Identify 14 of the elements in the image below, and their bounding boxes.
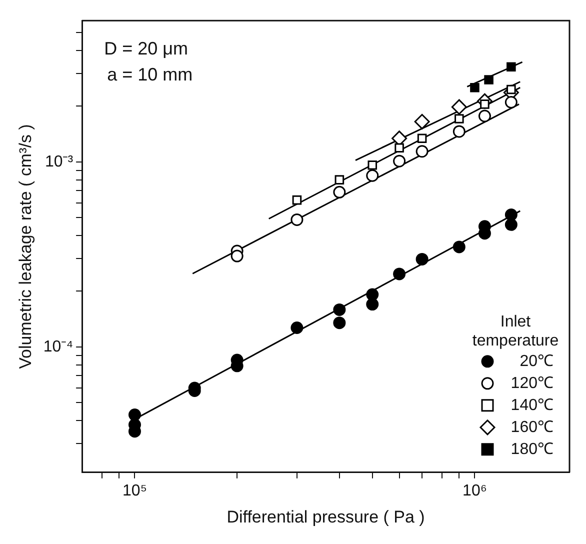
legend-title: Inlet temperature [472,313,559,350]
x-axis-title: Differential pressure ( Pa ) [226,507,425,526]
annotation: D = 20 μm [104,38,188,59]
y-tick-label: 10⁻³ [44,153,74,170]
legend-label: 140℃ [510,396,554,414]
legend-label: 20℃ [520,352,554,370]
annotation: a = 10 mm [107,64,193,85]
y-tick-label: 10⁻⁴ [43,338,74,356]
legend-label: 120℃ [510,374,554,392]
y-axis-title: Volumetric leakage rate ( cm³/s ) [16,124,35,369]
legend-label: 160℃ [510,418,554,436]
x-tick-label: 10⁵ [122,482,147,500]
x-tick-label: 10⁶ [462,482,487,500]
legend-label: 180℃ [510,440,554,458]
